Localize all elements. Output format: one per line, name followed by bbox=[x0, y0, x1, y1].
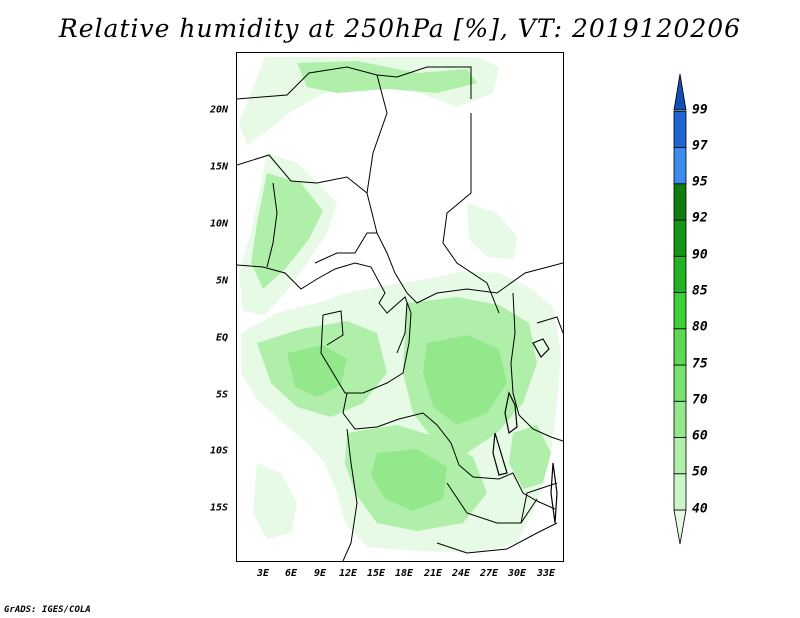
colorbar-segment bbox=[673, 473, 687, 511]
humidity-map bbox=[237, 57, 563, 561]
colorbar-segment bbox=[673, 292, 687, 330]
map-plot-area bbox=[236, 52, 564, 562]
colorbar-segments bbox=[673, 73, 687, 545]
colorbar-segment bbox=[673, 437, 687, 475]
lat-label-10n: 10N bbox=[209, 218, 228, 230]
colorbar-label-60: 60 bbox=[692, 428, 708, 444]
colorbar bbox=[673, 73, 687, 545]
lat-label-20n: 20N bbox=[209, 104, 228, 116]
colorbar-segment bbox=[673, 110, 687, 148]
colorbar-segment bbox=[673, 255, 687, 293]
colorbar-segment bbox=[673, 400, 687, 438]
colorbar-segment bbox=[673, 183, 687, 221]
humidity-fill-high bbox=[287, 335, 507, 511]
colorbar-label-40: 40 bbox=[692, 501, 708, 517]
lon-label-6e: 6E bbox=[284, 568, 298, 579]
colorbar-label-99: 99 bbox=[692, 102, 708, 118]
lon-label-30e: 30E bbox=[507, 568, 527, 579]
lat-label-15s: 15S bbox=[209, 502, 228, 514]
lon-label-9e: 9E bbox=[313, 568, 327, 579]
colorbar-label-92: 92 bbox=[692, 210, 708, 226]
colorbar-label-85: 85 bbox=[692, 283, 708, 299]
lat-label-eq: EQ bbox=[215, 332, 228, 344]
colorbar-label-50: 50 bbox=[692, 464, 708, 480]
lon-label-3e: 3E bbox=[256, 568, 270, 579]
lon-label-18e: 18E bbox=[394, 568, 414, 579]
map-title: Relative humidity at 250hPa [%], VT: 201… bbox=[58, 14, 742, 43]
country-borders bbox=[237, 66, 563, 561]
colorbar-segment bbox=[673, 509, 687, 545]
lon-label-12e: 12E bbox=[338, 568, 358, 579]
colorbar-label-97: 97 bbox=[692, 138, 708, 154]
colorbar-segment bbox=[673, 219, 687, 257]
lon-label-15e: 15E bbox=[366, 568, 386, 579]
grads-credit: GrADS: IGES/COLA bbox=[4, 605, 91, 615]
lat-label-5n: 5N bbox=[215, 275, 228, 287]
colorbar-segment bbox=[673, 328, 687, 366]
colorbar-segment bbox=[673, 364, 687, 402]
lakes bbox=[492, 338, 558, 524]
colorbar-label-75: 75 bbox=[692, 356, 708, 372]
lat-label-10s: 10S bbox=[209, 445, 228, 457]
colorbar-segment bbox=[673, 73, 687, 111]
colorbar-segment bbox=[673, 147, 687, 185]
lon-label-27e: 27E bbox=[479, 568, 499, 579]
lat-label-5s: 5S bbox=[215, 389, 228, 401]
lon-label-24e: 24E bbox=[451, 568, 471, 579]
colorbar-label-95: 95 bbox=[692, 174, 708, 190]
lon-label-33e: 33E bbox=[536, 568, 556, 579]
colorbar-label-80: 80 bbox=[692, 319, 708, 335]
colorbar-label-90: 90 bbox=[692, 247, 708, 263]
lat-label-15n: 15N bbox=[209, 161, 228, 173]
lon-label-21e: 21E bbox=[423, 568, 443, 579]
colorbar-label-70: 70 bbox=[692, 392, 708, 408]
